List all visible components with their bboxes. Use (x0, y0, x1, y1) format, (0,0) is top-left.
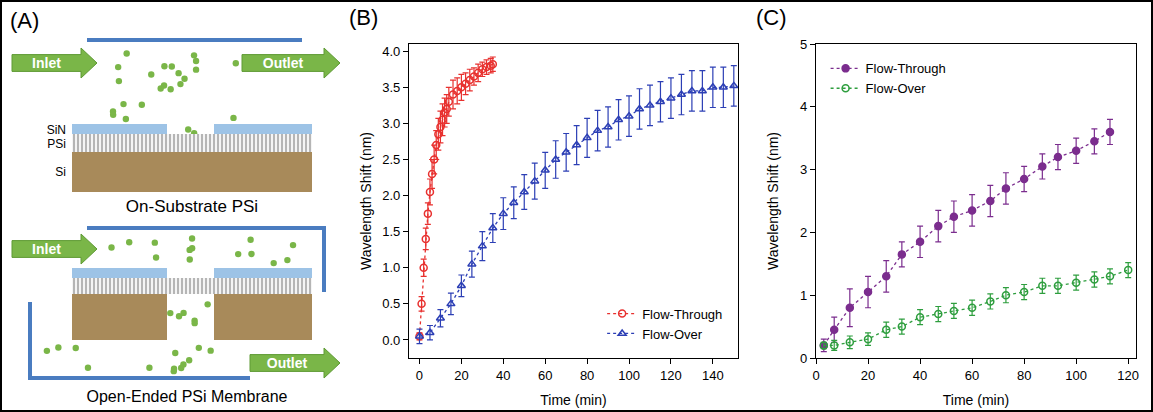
svg-text:Outlet: Outlet (267, 355, 308, 371)
svg-text:20: 20 (861, 368, 875, 383)
svg-text:20: 20 (454, 368, 468, 383)
svg-text:60: 60 (965, 368, 979, 383)
svg-text:1.0: 1.0 (382, 260, 400, 275)
svg-text:Flow-Through: Flow-Through (866, 61, 946, 76)
svg-text:5: 5 (800, 37, 807, 52)
svg-text:Inlet: Inlet (32, 241, 61, 257)
svg-text:(C): (C) (756, 5, 787, 30)
svg-text:3.0: 3.0 (382, 116, 400, 131)
svg-text:Flow-Over: Flow-Over (866, 81, 927, 96)
svg-text:2.0: 2.0 (382, 188, 400, 203)
svg-text:0.0: 0.0 (382, 333, 400, 348)
svg-text:0: 0 (812, 368, 819, 383)
svg-text:On-Substrate PSi: On-Substrate PSi (126, 197, 258, 216)
svg-text:0: 0 (416, 368, 423, 383)
svg-text:Time (min): Time (min) (943, 392, 1009, 408)
svg-text:100: 100 (618, 368, 640, 383)
svg-text:100: 100 (1065, 368, 1087, 383)
svg-text:Flow-Through: Flow-Through (642, 307, 722, 322)
svg-text:0.5: 0.5 (382, 296, 400, 311)
svg-text:(A): (A) (10, 8, 39, 33)
svg-text:PSi: PSi (47, 137, 66, 151)
svg-text:3.5: 3.5 (382, 80, 400, 95)
svg-text:3: 3 (800, 162, 807, 177)
svg-text:(B): (B) (349, 5, 378, 30)
svg-text:Outlet: Outlet (263, 55, 304, 71)
svg-text:Open-Ended PSi Membrane: Open-Ended PSi Membrane (87, 388, 288, 405)
svg-text:80: 80 (1017, 368, 1031, 383)
svg-text:40: 40 (913, 368, 927, 383)
svg-text:4.0: 4.0 (382, 44, 400, 59)
svg-text:60: 60 (538, 368, 552, 383)
svg-text:Time (min): Time (min) (540, 392, 606, 408)
svg-text:120: 120 (660, 368, 682, 383)
svg-text:40: 40 (496, 368, 510, 383)
svg-text:Si: Si (55, 165, 66, 179)
svg-text:4: 4 (800, 99, 807, 114)
svg-text:1.5: 1.5 (382, 224, 400, 239)
svg-text:140: 140 (702, 368, 724, 383)
svg-text:1: 1 (800, 288, 807, 303)
svg-text:2: 2 (800, 225, 807, 240)
svg-text:0: 0 (800, 351, 807, 366)
svg-text:Wavelength Shift (nm): Wavelength Shift (nm) (765, 132, 781, 270)
svg-text:Inlet: Inlet (32, 55, 61, 71)
svg-text:80: 80 (580, 368, 594, 383)
svg-text:Wavelength Shift (nm): Wavelength Shift (nm) (358, 132, 374, 270)
svg-text:2.5: 2.5 (382, 152, 400, 167)
svg-text:120: 120 (1117, 368, 1139, 383)
svg-text:SiN: SiN (47, 123, 66, 137)
svg-text:Flow-Over: Flow-Over (642, 327, 703, 342)
